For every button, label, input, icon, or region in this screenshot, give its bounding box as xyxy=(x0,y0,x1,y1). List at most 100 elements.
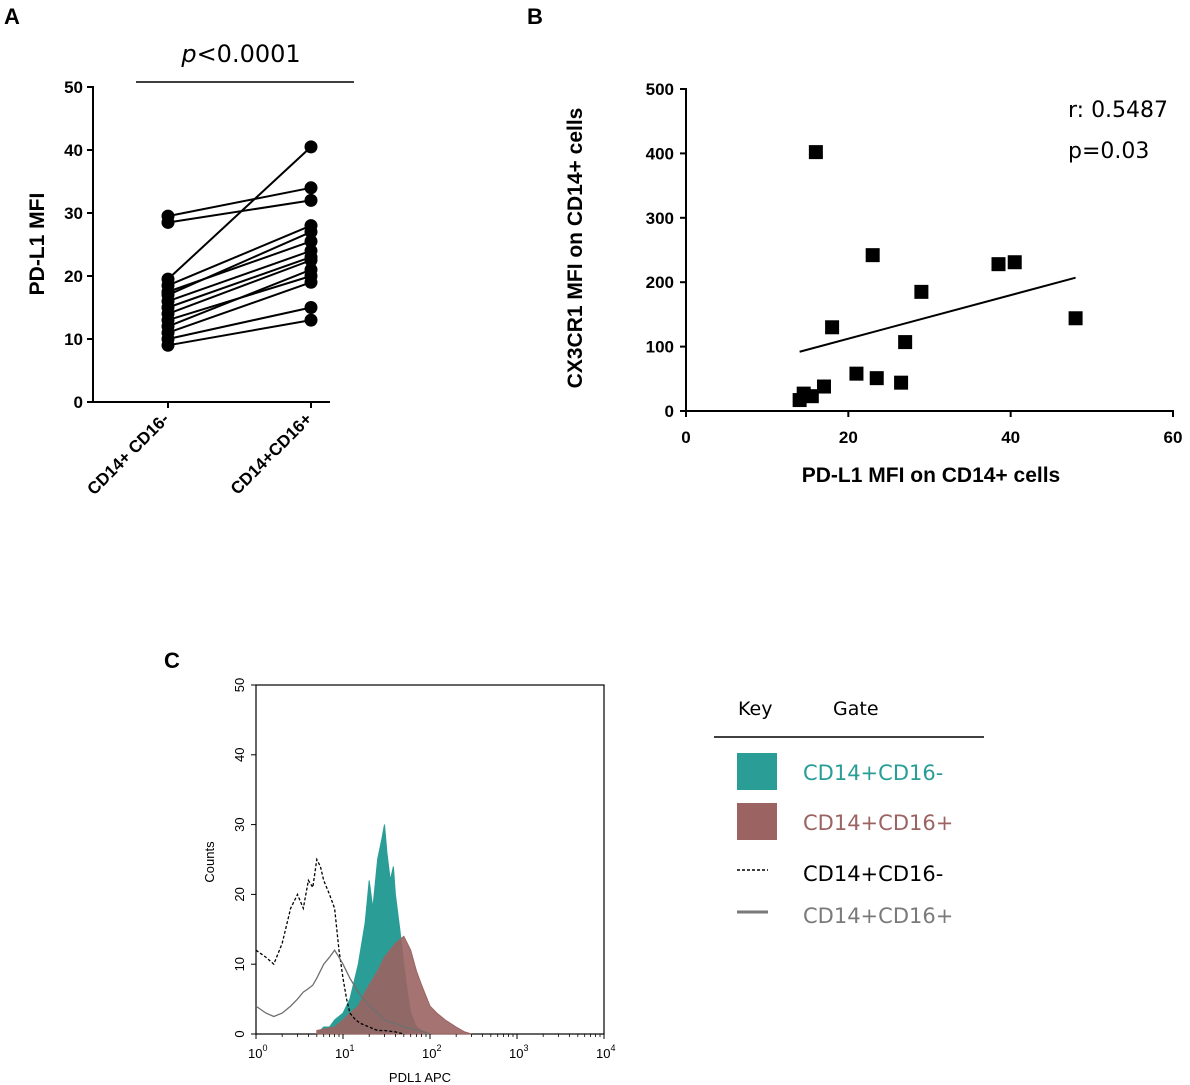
scatter-point xyxy=(991,257,1006,272)
x-tick-label: 101 xyxy=(335,1043,354,1061)
legend-key-header: Key xyxy=(738,698,772,720)
y-tick-label: 10 xyxy=(64,330,83,349)
y-tick-label: 0 xyxy=(232,1030,247,1037)
scatter-point xyxy=(865,248,880,263)
panel-c-x-axis-title: PDL1 APC xyxy=(389,1070,451,1085)
y-tick-label: 30 xyxy=(64,204,83,223)
x-tick-base: 10 xyxy=(509,1046,523,1061)
scatter-point xyxy=(816,379,831,394)
pair-line xyxy=(167,259,312,315)
pair-line xyxy=(167,281,312,334)
y-tick-label: 40 xyxy=(232,748,247,762)
pair-line xyxy=(167,268,312,328)
x-tick-exponent: 0 xyxy=(262,1043,267,1053)
point-cd14-cd16-pos xyxy=(304,225,318,239)
y-tick-label: 40 xyxy=(64,141,83,160)
legend-gate-header: Gate xyxy=(833,698,879,720)
correlation-r: r: 0.5487 xyxy=(1068,98,1168,123)
x-tick-label: 103 xyxy=(509,1043,528,1061)
x-tick-exponent: 1 xyxy=(349,1043,354,1053)
point-cd14-cd16-pos xyxy=(304,301,318,314)
panel-b-axes: 0 100 200 300 400 500 0 20 40 60 xyxy=(646,80,1183,447)
panel-a-y-axis-title: PD-L1 MFI xyxy=(26,193,49,296)
legend-items: CD14+CD16- CD14+CD16+ CD14+CD16- CD14+CD16+ xyxy=(737,753,953,928)
x-tick-label: CD14+CD16+ xyxy=(227,409,316,498)
x-tick-label: 104 xyxy=(596,1043,615,1061)
y-tick-label: 500 xyxy=(646,80,674,99)
histogram-cd14-cd16-neg-isotype xyxy=(255,857,404,1035)
x-tick-label: 102 xyxy=(422,1043,441,1061)
panel-b-data xyxy=(792,145,1083,408)
x-tick-label: 60 xyxy=(1164,428,1183,447)
y-tick-label: 0 xyxy=(665,402,674,421)
panel-c-y-axis-title: Counts xyxy=(202,841,217,883)
histogram-cd14-cd16-pos-isotype xyxy=(255,949,431,1035)
panel-c-data xyxy=(255,824,472,1035)
legend-label: CD14+CD16+ xyxy=(803,811,953,835)
scatter-point xyxy=(825,320,840,335)
pair-line xyxy=(167,224,312,287)
scatter-point xyxy=(869,371,884,386)
point-cd14-cd16-pos xyxy=(304,234,318,248)
panel-letter-a: A xyxy=(4,4,20,29)
x-tick-exponent: 4 xyxy=(610,1043,615,1053)
panel-a-chart: p<0.0001 PD-L1 MFI 0 10 20 30 40 50 CD14+ CD16… xyxy=(26,40,354,499)
pair-line xyxy=(167,319,312,347)
panel-a-axes: 0 10 20 30 40 50 CD14+ CD16- CD14+CD16+ xyxy=(64,78,330,499)
panel-b-x-axis-title: PD-L1 MFI on CD14+ cells xyxy=(802,464,1060,487)
legend-label: CD14+CD16- xyxy=(803,761,943,785)
x-tick-label: CD14+ CD16- xyxy=(84,409,173,498)
legend-swatch xyxy=(737,753,777,790)
scatter-point xyxy=(804,389,819,404)
panel-b-y-axis-title: CX3CR1 MFI on CD14+ cells xyxy=(564,108,587,389)
regression-line xyxy=(799,276,1076,353)
point-cd14-cd16-pos xyxy=(304,253,318,267)
x-tick-base: 10 xyxy=(335,1046,349,1061)
legend-swatch xyxy=(737,803,777,840)
y-tick-label: 0 xyxy=(74,393,83,412)
x-tick-label: 100 xyxy=(248,1043,267,1061)
legend-label: CD14+CD16+ xyxy=(803,904,953,928)
scatter-point xyxy=(808,145,823,160)
panel-a-data xyxy=(161,140,318,352)
x-tick-base: 10 xyxy=(422,1046,436,1061)
panel-b-chart: CX3CR1 MFI on CD14+ cells PD-L1 MFI on C… xyxy=(564,80,1182,487)
legend-label: CD14+CD16- xyxy=(803,862,943,886)
panel-letter-c: C xyxy=(164,648,180,673)
pair-line xyxy=(167,186,312,218)
pair-line xyxy=(167,146,312,280)
y-tick-label: 20 xyxy=(64,267,83,286)
y-tick-label: 10 xyxy=(232,957,247,971)
x-tick-base: 10 xyxy=(248,1046,262,1061)
scatter-point xyxy=(849,366,864,381)
x-tick-label: 0 xyxy=(681,428,690,447)
scatter-point xyxy=(914,284,929,299)
panel-c-plot-frame xyxy=(255,684,605,1035)
point-cd14-cd16-pos xyxy=(304,263,318,277)
point-cd14-cd16-pos xyxy=(304,193,318,207)
x-tick-exponent: 3 xyxy=(523,1043,528,1053)
histogram-cd14-cd16-pos-filled xyxy=(316,935,472,1035)
panel-letter-b: B xyxy=(527,4,543,29)
x-tick-label: 40 xyxy=(1001,428,1020,447)
y-tick-label: 300 xyxy=(646,209,674,228)
y-tick-label: 200 xyxy=(646,273,674,292)
p-value: <0.0001 xyxy=(197,40,301,68)
pair-line xyxy=(167,240,312,293)
p-italic: p xyxy=(180,40,196,68)
scatter-point xyxy=(1068,311,1083,326)
y-tick-label: 400 xyxy=(646,144,674,163)
significance-annotation: p<0.0001 xyxy=(180,40,300,68)
point-cd14-cd16-pos xyxy=(304,181,318,195)
point-cd14-cd16-neg xyxy=(161,215,175,229)
y-tick-label: 100 xyxy=(646,338,674,357)
x-tick-exponent: 2 xyxy=(436,1043,441,1053)
scatter-point xyxy=(898,335,913,350)
pair-line xyxy=(167,199,312,224)
y-tick-label: 30 xyxy=(232,817,247,831)
pair-line xyxy=(167,249,312,303)
pair-line xyxy=(167,256,312,309)
